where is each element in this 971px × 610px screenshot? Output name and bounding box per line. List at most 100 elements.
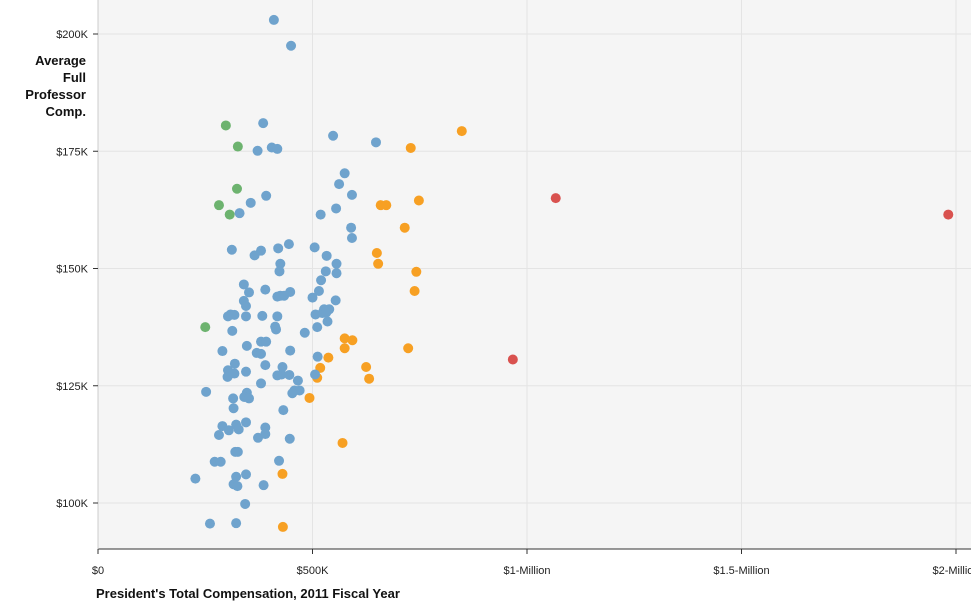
data-point-blue <box>226 244 237 255</box>
data-point-blue <box>258 118 269 129</box>
data-point-blue <box>241 417 252 428</box>
data-point-blue <box>217 346 228 357</box>
data-point-blue <box>241 366 252 377</box>
data-point-blue <box>313 286 324 297</box>
data-point-blue <box>240 498 251 509</box>
data-point-orange <box>403 343 414 354</box>
data-point-green <box>232 141 243 152</box>
data-point-blue <box>285 345 296 356</box>
data-point-blue <box>261 336 272 347</box>
data-point-blue <box>275 258 286 269</box>
data-point-orange <box>399 222 410 233</box>
data-point-blue <box>244 393 255 404</box>
data-point-orange <box>277 521 288 532</box>
data-point-blue <box>273 243 284 254</box>
y-tick-label: $200K <box>56 29 88 41</box>
data-point-orange <box>323 352 334 363</box>
x-tick-label: $2-Million <box>932 565 971 577</box>
data-point-blue <box>321 250 332 261</box>
data-point-blue <box>249 250 260 261</box>
data-point-blue <box>222 371 233 382</box>
data-point-blue <box>346 233 357 244</box>
data-point-blue <box>245 197 256 208</box>
data-point-blue <box>241 469 252 480</box>
data-point-orange <box>409 286 420 297</box>
data-point-blue <box>241 311 252 322</box>
data-point-blue <box>272 143 283 154</box>
gridlines <box>98 0 971 549</box>
x-tick-label: $1.5-Million <box>713 565 769 577</box>
data-point-green <box>231 183 242 194</box>
data-point-blue <box>252 145 263 156</box>
data-point-blue <box>231 518 242 529</box>
data-point-blue <box>322 316 333 327</box>
axes <box>93 0 971 554</box>
data-point-blue <box>307 292 318 303</box>
data-point-blue <box>321 307 332 318</box>
data-point-orange <box>277 468 288 479</box>
data-point-blue <box>370 137 381 148</box>
data-point-blue <box>316 275 327 286</box>
data-point-blue <box>260 284 271 295</box>
y-axis-title: Average Full Professor Comp. <box>25 53 86 119</box>
data-point-blue <box>272 370 283 381</box>
data-point-blue <box>234 208 245 219</box>
y-tick-label: $125K <box>56 381 88 393</box>
data-point-blue <box>271 324 282 335</box>
data-point-blue <box>309 242 320 253</box>
data-point-blue <box>231 471 242 482</box>
data-point-blue <box>274 455 285 466</box>
data-point-blue <box>283 239 294 250</box>
data-point-blue <box>238 279 249 290</box>
data-point-blue <box>272 311 283 322</box>
data-point-orange <box>373 258 384 269</box>
data-point-blue <box>256 348 267 359</box>
data-point-blue <box>215 456 226 467</box>
data-point-blue <box>331 268 342 279</box>
data-point-blue <box>229 358 240 369</box>
x-axis-title: President's Total Compensation, 2011 Fis… <box>96 586 400 601</box>
data-point-blue <box>284 369 295 380</box>
data-point-blue <box>331 203 342 214</box>
data-point-blue <box>284 433 295 444</box>
data-point-blue <box>274 266 285 277</box>
data-point-red <box>550 193 561 204</box>
data-point-blue <box>339 168 350 179</box>
data-point-blue <box>277 361 288 372</box>
data-point-blue <box>331 258 342 269</box>
data-point-blue <box>228 403 239 414</box>
data-point-orange <box>347 335 358 346</box>
data-point-blue <box>241 301 252 312</box>
data-points <box>190 14 954 532</box>
plot-area <box>98 0 971 549</box>
data-point-orange <box>339 343 350 354</box>
data-point-blue <box>258 480 269 491</box>
data-point-blue <box>260 360 271 371</box>
data-point-blue <box>346 222 357 233</box>
data-point-blue <box>253 432 264 443</box>
data-point-blue <box>287 388 298 399</box>
data-point-orange <box>413 195 424 206</box>
data-point-red <box>943 209 954 220</box>
data-point-green <box>213 200 224 211</box>
data-point-blue <box>268 14 279 25</box>
y-tick-label: $175K <box>56 146 88 158</box>
data-point-blue <box>279 290 290 301</box>
x-tick-label: $500K <box>297 565 329 577</box>
data-point-blue <box>244 287 255 298</box>
x-tick-label: $0 <box>92 565 104 577</box>
data-point-blue <box>257 310 268 321</box>
data-point-blue <box>223 425 234 436</box>
data-point-blue <box>232 481 243 492</box>
data-point-blue <box>334 179 345 190</box>
data-point-orange <box>304 392 315 403</box>
data-point-blue <box>299 327 310 338</box>
data-point-blue <box>232 446 243 457</box>
data-point-blue <box>310 369 321 380</box>
data-point-green <box>224 209 235 220</box>
data-point-blue <box>227 325 238 336</box>
data-point-orange <box>371 248 382 259</box>
data-point-orange <box>405 142 416 153</box>
